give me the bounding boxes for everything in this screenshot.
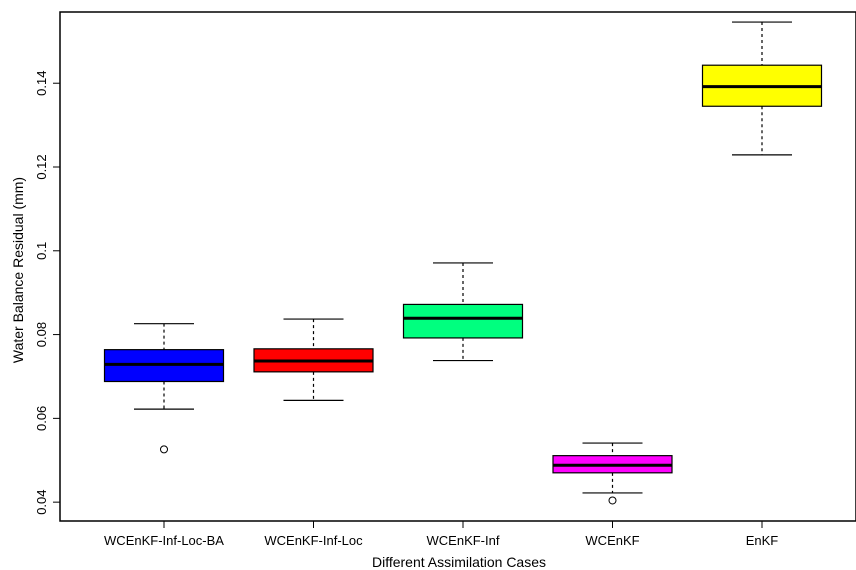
y-tick-label: 0.04 <box>34 489 49 514</box>
x-axis-title: Different Assimilation Cases <box>372 554 546 570</box>
box-group <box>402 262 524 362</box>
y-tick-label: 0.1 <box>34 242 49 260</box>
y-tick-label: 0.14 <box>34 71 49 96</box>
outlier-point <box>160 445 168 454</box>
box-iqr <box>402 303 524 339</box>
outlier-point <box>608 496 617 505</box>
box-group <box>552 442 673 505</box>
plot-area <box>59 11 856 522</box>
y-tick-label: 0.06 <box>34 406 49 431</box>
box-group <box>701 21 823 156</box>
y-tick-label: 0.12 <box>34 154 49 179</box>
box-group <box>253 318 374 401</box>
y-tick-label: 0.08 <box>34 322 49 347</box>
plot-frame <box>59 11 856 522</box>
x-tick-label: WCEnKF-Inf-Loc-BA <box>104 533 224 548</box>
y-axis-title: Water Balance Residual (mm) <box>10 177 26 363</box>
x-tick-label: EnKF <box>746 533 779 548</box>
y-axis: 0.04 0.06 0.08 0.1 0.12 0.14 <box>34 71 60 515</box>
x-axis: WCEnKF-Inf-Loc-BA WCEnKF-Inf-Loc WCEnKF-In… <box>104 521 778 548</box>
x-tick-label: WCEnKF <box>585 533 639 548</box>
x-tick-label: WCEnKF-Inf-Loc <box>264 533 363 548</box>
x-tick-label: WCEnKF-Inf <box>427 533 500 548</box>
box-group <box>103 323 225 454</box>
